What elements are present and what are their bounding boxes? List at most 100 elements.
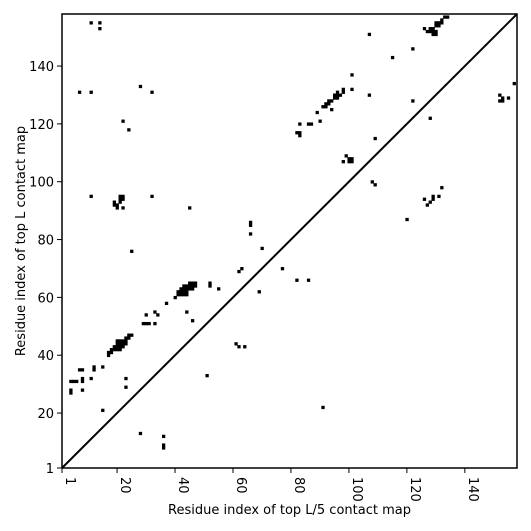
contact-point — [150, 194, 154, 199]
contact-point — [431, 29, 435, 34]
contact-point — [121, 206, 125, 210]
contact-point — [130, 333, 134, 337]
y-tick-label: 60 — [37, 291, 54, 306]
y-tick-label: 20 — [37, 407, 54, 422]
contact-point — [185, 293, 189, 297]
contact-point — [89, 90, 93, 94]
contact-point — [77, 368, 82, 372]
contact-point — [124, 385, 128, 389]
contact-point — [112, 203, 117, 207]
contact-point — [69, 379, 73, 384]
contact-point — [188, 206, 192, 210]
contact-point — [341, 160, 345, 164]
contact-point — [109, 350, 114, 355]
contact-point — [428, 29, 432, 34]
contact-point — [69, 388, 73, 392]
contact-point — [185, 287, 189, 291]
contact-point — [373, 183, 377, 187]
contact-point — [321, 105, 325, 109]
contact-point — [315, 110, 319, 115]
contact-point — [437, 194, 441, 199]
contact-point — [80, 376, 85, 381]
contact-point — [141, 321, 145, 326]
contact-point — [431, 197, 435, 201]
contact-point — [347, 157, 351, 161]
contact-point — [370, 180, 374, 184]
contact-point — [205, 374, 209, 378]
contact-point — [182, 287, 186, 291]
contact-point — [118, 345, 122, 349]
x-tick-label: 140 — [465, 477, 480, 502]
contact-point — [501, 96, 505, 100]
x-tick-label: 80 — [291, 477, 306, 494]
contact-point — [298, 134, 302, 138]
contact-point — [190, 284, 195, 288]
contact-point — [121, 197, 125, 201]
contact-point — [434, 29, 438, 34]
x-axis-ticks: 1 20 40 60 80 100 120 140 — [61, 468, 480, 502]
contact-point — [101, 365, 105, 369]
contact-point — [350, 160, 354, 164]
contact-point — [405, 217, 409, 222]
contact-point — [118, 342, 122, 346]
x-tick-label: 40 — [175, 477, 190, 494]
contact-point — [350, 73, 354, 77]
contact-point — [179, 290, 183, 294]
y-tick-label: 40 — [37, 349, 54, 364]
contact-point — [77, 90, 82, 94]
contact-point — [164, 301, 169, 306]
x-tick-label: 120 — [407, 477, 422, 502]
contact-point — [72, 379, 76, 384]
contact-point — [190, 319, 195, 323]
y-axis-label: Residue index of top L contact map — [14, 126, 29, 356]
contact-point — [144, 321, 148, 326]
contact-point — [89, 376, 93, 381]
contact-point — [306, 122, 311, 126]
contact-point — [434, 24, 438, 28]
contact-point — [89, 21, 93, 25]
contact-point — [124, 336, 128, 340]
contact-point — [127, 128, 131, 132]
contact-point — [188, 287, 192, 291]
contact-point — [118, 339, 122, 343]
y-tick-label: 140 — [29, 60, 54, 75]
contact-point — [506, 96, 511, 100]
contact-point — [332, 93, 337, 97]
contact-point — [161, 446, 166, 450]
contact-point — [295, 131, 299, 135]
contact-point — [208, 281, 212, 285]
contact-point — [208, 284, 212, 288]
contact-point — [425, 203, 430, 207]
contact-point — [121, 119, 125, 123]
contact-point — [185, 310, 189, 314]
contact-point — [188, 284, 192, 288]
contact-point — [248, 223, 253, 227]
contact-point — [121, 339, 125, 343]
contact-point — [115, 203, 119, 207]
contact-point — [350, 87, 354, 92]
x-tick-label: 60 — [233, 477, 248, 494]
contact-point — [422, 197, 427, 201]
contact-point — [428, 116, 432, 120]
contact-point — [234, 342, 238, 346]
contact-point — [501, 99, 505, 103]
contact-point — [182, 290, 186, 294]
contact-point — [428, 200, 432, 204]
contact-point — [176, 293, 180, 297]
contact-point — [309, 122, 314, 126]
contact-point — [411, 99, 415, 103]
contact-point — [109, 347, 114, 352]
contact-point — [295, 278, 299, 282]
contact-point — [182, 293, 186, 297]
contact-point — [350, 157, 354, 161]
contact-point — [318, 119, 322, 123]
contact-point — [431, 32, 435, 37]
contact-point — [106, 353, 111, 358]
contact-point — [335, 93, 340, 97]
contact-point — [118, 194, 122, 199]
contact-point — [237, 269, 241, 274]
contact-point — [217, 287, 221, 291]
contact-point — [257, 290, 261, 294]
contact-point — [92, 365, 96, 369]
